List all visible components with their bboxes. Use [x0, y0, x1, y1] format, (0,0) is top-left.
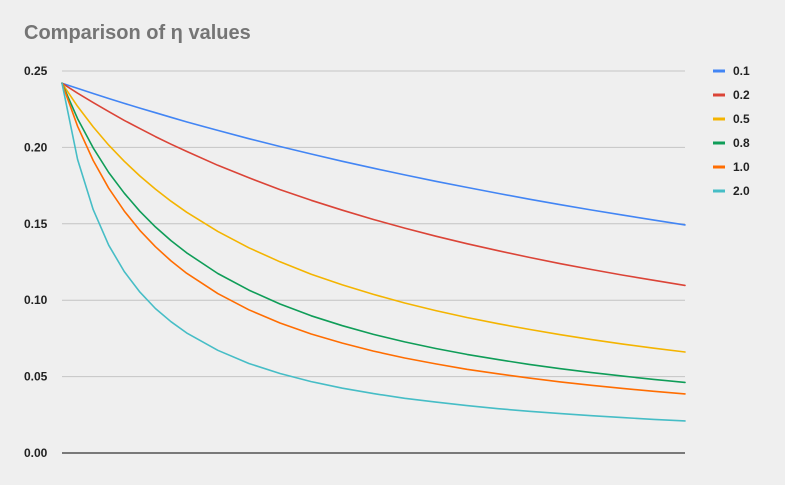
legend-item-0-1[interactable]: 0.1 — [713, 64, 750, 78]
legend-item-2-0[interactable]: 2.0 — [713, 184, 750, 198]
legend-label: 2.0 — [733, 184, 750, 198]
series-line-2-0 — [61, 82, 686, 422]
legend-item-0-2[interactable]: 0.2 — [713, 88, 750, 102]
y-tick-label: 0.20 — [24, 140, 48, 154]
legend-label: 0.1 — [733, 64, 750, 78]
chart-title: Comparison of η values — [24, 22, 251, 44]
y-tick-label: 0.10 — [24, 293, 48, 307]
series-line-1-0 — [61, 82, 686, 395]
y-tick-label: 0.15 — [24, 217, 48, 231]
series-line-0-2 — [61, 82, 686, 287]
legend[interactable]: 0.1 0.2 0.5 0.8 1.0 2.0 — [713, 64, 750, 198]
series-line-0-1 — [61, 82, 686, 226]
legend-item-1-0[interactable]: 1.0 — [713, 160, 750, 174]
series-lines — [61, 82, 686, 422]
y-tick-label: 0.25 — [24, 64, 48, 78]
legend-label: 0.2 — [733, 88, 750, 102]
y-axis: 0.00 0.05 0.10 0.15 0.20 0.25 — [24, 64, 48, 460]
legend-item-0-8[interactable]: 0.8 — [713, 136, 750, 150]
y-tick-label: 0.00 — [24, 446, 48, 460]
legend-item-0-5[interactable]: 0.5 — [713, 112, 750, 126]
legend-label: 0.5 — [733, 112, 750, 126]
gridlines — [62, 70, 685, 454]
series-line-0-5 — [61, 82, 686, 353]
legend-label: 1.0 — [733, 160, 750, 174]
legend-label: 0.8 — [733, 136, 750, 150]
y-tick-label: 0.05 — [24, 370, 48, 384]
series-line-0-8 — [61, 82, 686, 384]
